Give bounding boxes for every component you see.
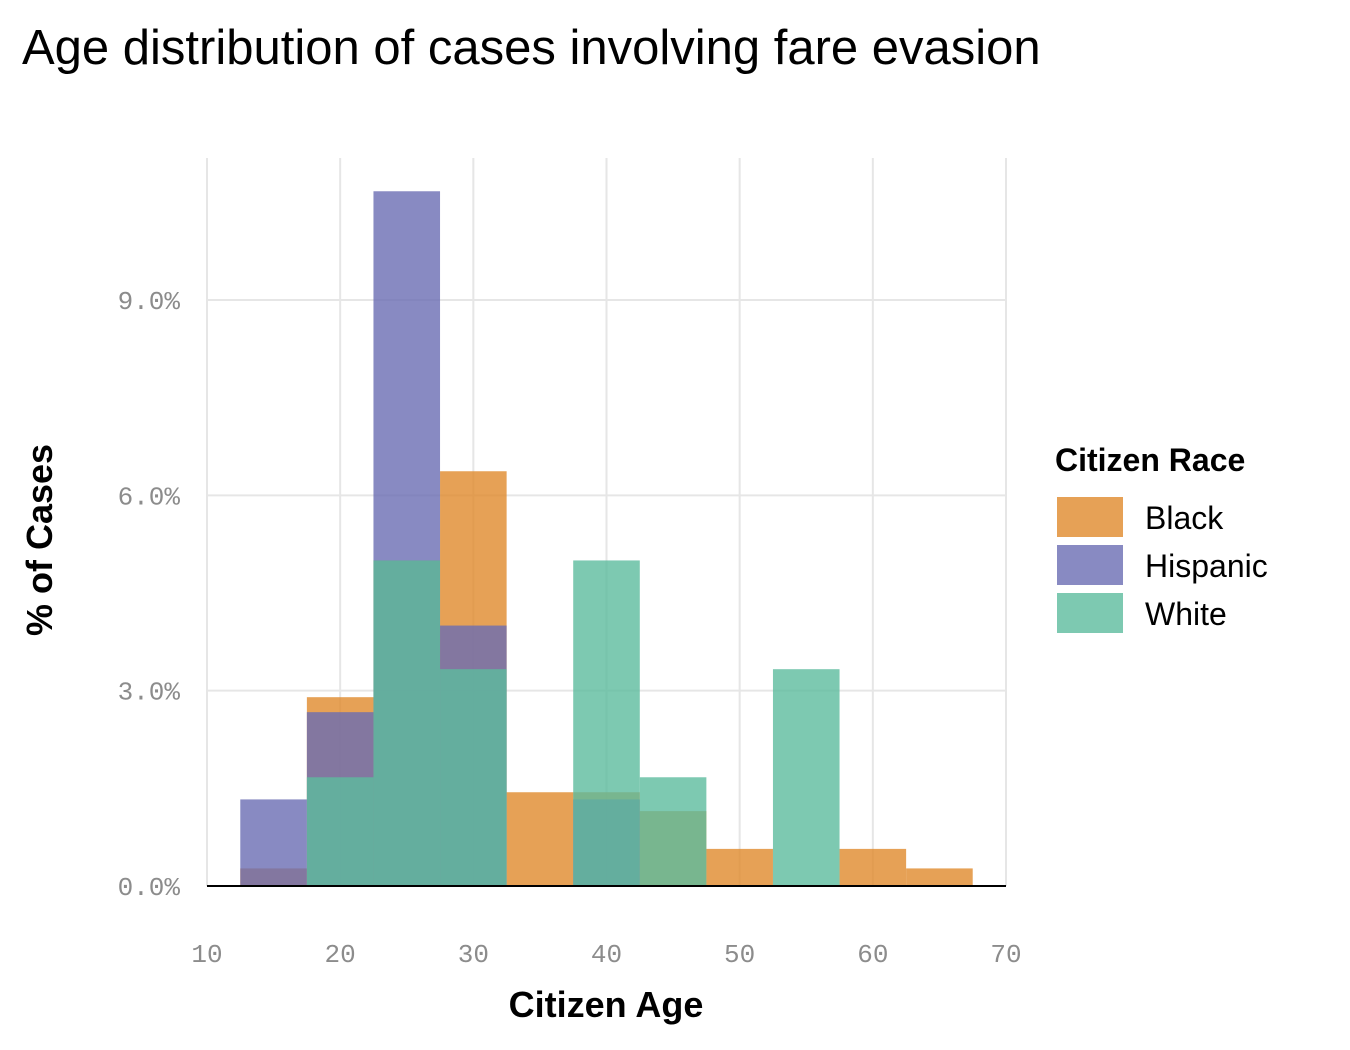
x-tick-label: 60 [857, 940, 888, 970]
y-tick-label: 3.0% [118, 678, 181, 708]
legend: Citizen Race Black Hispanic White [1055, 442, 1268, 633]
legend-swatch-white [1057, 593, 1123, 633]
legend-label-hispanic: Hispanic [1145, 548, 1268, 584]
series-white [306, 560, 840, 886]
x-axis-title: Citizen Age [509, 984, 704, 1025]
bar-black [906, 868, 973, 886]
grid [206, 158, 1007, 886]
bar-black [506, 792, 574, 886]
x-tick-label: 40 [591, 940, 622, 970]
bar-hispanic [240, 799, 307, 886]
y-axis-title: % of Cases [19, 444, 60, 636]
bar-black [839, 848, 907, 886]
legend-swatch-black [1057, 497, 1123, 537]
x-tick-label: 10 [191, 940, 222, 970]
bar-white [440, 669, 507, 886]
chart-title: Age distribution of cases involving fare… [22, 21, 1041, 75]
y-tick-label: 9.0% [118, 287, 181, 317]
bar-white [772, 669, 840, 886]
legend-items: Black Hispanic White [1057, 497, 1268, 633]
x-tick-label: 70 [990, 940, 1021, 970]
bar-white [573, 560, 640, 886]
legend-label-white: White [1145, 596, 1227, 632]
y-tick-label: 6.0% [118, 482, 181, 512]
bars [240, 191, 973, 886]
y-axis-ticks: 0.0% 3.0% 6.0% 9.0% [118, 287, 181, 903]
bar-white [306, 777, 374, 886]
legend-swatch-hispanic [1057, 545, 1123, 585]
legend-title: Citizen Race [1055, 442, 1245, 478]
x-axis-ticks: 10 20 30 40 50 60 70 [191, 940, 1021, 970]
bar-white [373, 560, 441, 886]
bar-black [706, 848, 773, 886]
legend-label-black: Black [1145, 500, 1224, 536]
x-tick-label: 50 [724, 940, 755, 970]
x-tick-label: 20 [325, 940, 356, 970]
bar-white [639, 777, 707, 886]
y-tick-label: 0.0% [118, 873, 181, 903]
x-tick-label: 30 [458, 940, 489, 970]
